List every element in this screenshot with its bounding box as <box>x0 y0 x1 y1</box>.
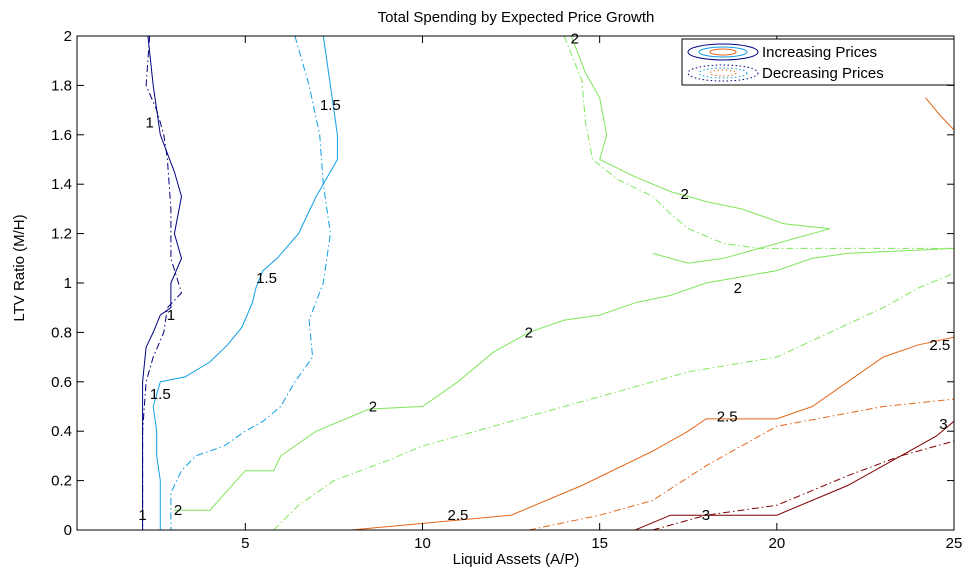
contour-label: 2.5 <box>717 408 738 425</box>
contour-label: 2 <box>525 324 533 341</box>
contour-label: 1.5 <box>256 270 277 287</box>
x-tick-label: 10 <box>414 535 431 552</box>
y-tick-label: 1.2 <box>51 226 72 243</box>
x-tick-label: 5 <box>241 535 249 552</box>
x-axis-label: Liquid Assets (A/P) <box>453 551 580 568</box>
contour-line-2-5-solid <box>351 336 954 530</box>
y-axis: 0 0.2 0.4 0.6 0.8 1 1.2 1.4 1.6 1.8 2 <box>51 28 954 539</box>
y-tick-label: 0.6 <box>51 374 72 391</box>
contour-label: 2 <box>734 280 742 297</box>
contour-label: 2 <box>174 502 182 519</box>
y-tick-label: 1 <box>64 275 72 292</box>
contour-label: 1.5 <box>320 97 341 114</box>
chart-title: Total Spending by Expected Price Growth <box>378 9 655 26</box>
contour-label: 1.5 <box>150 386 171 403</box>
y-tick-label: 1.4 <box>51 176 72 193</box>
contour-label: 2.5 <box>447 507 468 524</box>
contour-line-2-dashdot <box>273 272 954 530</box>
y-tick-label: 0.4 <box>51 423 72 440</box>
y-tick-label: 2 <box>64 28 72 45</box>
contour-line-1-5-solid <box>152 36 338 530</box>
contour-line-3-solid <box>634 420 954 530</box>
legend-label-decreasing: Decreasing Prices <box>762 65 884 82</box>
contour-label: 2.5 <box>929 337 950 354</box>
contour-line-1-5-dashdot <box>170 36 331 530</box>
plot-background <box>77 36 954 530</box>
x-axis: 5 10 15 20 25 <box>241 36 962 552</box>
contour-label: 2 <box>681 186 689 203</box>
contour-lines <box>142 36 954 530</box>
contour-line-1-solid <box>142 36 183 530</box>
y-tick-label: 1.6 <box>51 127 72 144</box>
contour-line-2-5-solid <box>925 97 954 131</box>
y-axis-label: LTV Ratio (M/H) <box>11 214 28 321</box>
y-tick-label: 0.8 <box>51 324 72 341</box>
contour-label: 3 <box>939 416 947 433</box>
contour-label: 1 <box>145 114 153 131</box>
contour-label: 1 <box>138 507 146 524</box>
x-tick-label: 15 <box>591 535 608 552</box>
contour-label: 1 <box>167 307 175 324</box>
contour-labels: 1 1 1 1.5 1.5 1.5 2 2 2 2 2 2 2.5 2.5 2.5 3 3 <box>138 30 950 524</box>
contour-line-3-dashdot <box>652 440 954 530</box>
contour-line-1-dashdot <box>142 36 183 530</box>
y-tick-label: 0.2 <box>51 473 72 490</box>
legend-entry-increasing: Increasing Prices <box>687 43 877 61</box>
legend-swatch-increasing-icon <box>687 43 759 61</box>
contour-line-2-solid <box>570 36 831 264</box>
y-tick-label: 1.8 <box>51 77 72 94</box>
legend: Increasing Prices Decreasing Prices <box>681 38 955 86</box>
y-tick-label: 0 <box>64 522 72 539</box>
contour-line-2-solid <box>174 247 954 511</box>
contour-line-2-5-dashdot <box>528 398 954 530</box>
contour-label: 3 <box>702 507 710 524</box>
contour-line-2-dashdot <box>563 36 954 249</box>
legend-label-increasing: Increasing Prices <box>762 44 877 61</box>
contour-label: 2 <box>571 30 579 47</box>
legend-entry-decreasing: Decreasing Prices <box>687 64 884 82</box>
contour-label: 2 <box>369 399 377 416</box>
plot-area: 1 1 1 1.5 1.5 1.5 2 2 2 2 2 2 2.5 2.5 2.5 3 3 <box>77 30 954 530</box>
x-tick-label: 20 <box>768 535 785 552</box>
x-tick-label: 25 <box>946 535 963 552</box>
legend-swatch-decreasing-icon <box>687 64 759 82</box>
